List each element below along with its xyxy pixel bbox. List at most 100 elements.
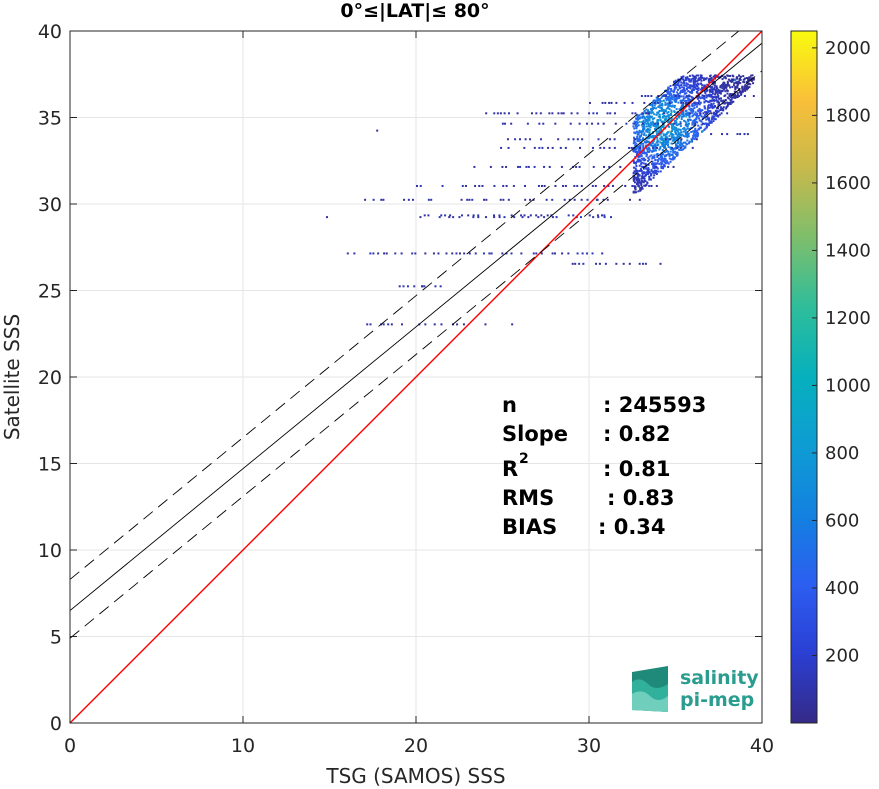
heatmap-cell [667,86,670,89]
chart-title: 0°≤|LAT|≤ 80° [340,0,489,22]
heatmap-cell [638,120,641,123]
heatmap-cell [747,82,750,85]
heatmap-cell [592,165,595,168]
heatmap-cell [646,173,649,176]
heatmap-cell [736,92,739,95]
heatmap-cell [458,216,461,219]
heatmap-cell [672,133,675,136]
heatmap-cell [628,146,631,149]
heatmap-cell [540,252,543,255]
heatmap-cell [727,78,730,81]
heatmap-cell [685,114,688,117]
heatmap-cell [657,170,660,173]
heatmap-cell [668,134,671,137]
heatmap-cell [697,74,700,77]
colorbar-tick-label: 600 [825,510,859,531]
stat-rms-label: RMS [502,486,554,510]
heatmap-cell [738,89,741,92]
heatmap-cell [686,83,689,86]
heatmap-cell [622,262,625,265]
heatmap-cell [697,124,700,127]
heatmap-cell [682,80,685,83]
heatmap-cell [638,147,641,150]
stat-n-label: n [502,393,517,417]
y-tick-label: 20 [38,367,62,389]
heatmap-cell [648,135,651,138]
heatmap-cell [684,89,687,92]
heatmap-cell [667,105,670,108]
heatmap-cell [642,162,645,165]
heatmap-cell [649,134,652,137]
heatmap-cell [680,139,683,142]
heatmap-cell [703,106,706,109]
heatmap-cell [692,80,695,83]
heatmap-cell [653,104,656,107]
heatmap-cell [685,99,688,102]
heatmap-cell [574,262,577,265]
heatmap-cell [726,80,729,83]
heatmap-cell [658,110,661,113]
heatmap-cell [663,144,666,147]
heatmap-cell [646,150,649,153]
heatmap-cell [711,89,714,92]
heatmap-cell [640,165,643,168]
heatmap-cell [682,134,685,137]
salinity-pi-mep-logo: salinity pi-mep [632,666,759,712]
heatmap-cell [670,117,673,120]
stat-rms-value: : 0.83 [607,486,675,510]
heatmap-cell [657,131,660,134]
heatmap-cell [670,96,673,99]
heatmap-cell [684,133,687,136]
heatmap-cell [398,285,401,288]
heatmap-cell [635,123,638,126]
heatmap-cell [383,252,386,255]
heatmap-cell [640,169,643,172]
heatmap-cell [689,99,692,102]
heatmap-cell [652,166,655,169]
heatmap-cell [688,74,691,77]
heatmap-cell [710,95,713,98]
heatmap-cell [647,144,650,147]
heatmap-cell [680,113,683,116]
heatmap-cell [564,146,567,149]
heatmap-cell [638,129,641,132]
heatmap-cell [703,96,706,99]
heatmap-cell [639,160,642,163]
heatmap-cell [586,198,589,201]
heatmap-cell [683,92,686,95]
heatmap-cell [580,198,583,201]
heatmap-cell [660,166,663,169]
heatmap-cell [657,118,660,121]
heatmap-cell [689,109,692,112]
heatmap-cell [705,77,708,80]
heatmap-cell [737,83,740,86]
heatmap-cell [668,121,671,124]
heatmap-cell [668,130,671,133]
heatmap-cell [641,177,644,180]
heatmap-cell [685,101,688,104]
heatmap-cell [711,86,714,89]
heatmap-cell [667,111,670,114]
heatmap-cell [750,79,753,82]
heatmap-cell [640,113,643,116]
heatmap-cell [682,113,685,116]
heatmap-cell [668,125,671,128]
heatmap-cell [634,144,637,147]
heatmap-cell [657,111,660,114]
heatmap-cell [606,198,609,201]
heatmap-cell [679,146,682,149]
heatmap-cell [511,323,514,326]
heatmap-cell [634,167,637,170]
heatmap-cell [638,181,641,184]
heatmap-cell [685,142,688,145]
heatmap-cell [655,172,658,175]
heatmap-cell [635,150,638,153]
heatmap-cell [691,97,694,100]
heatmap-cell [698,128,701,131]
heatmap-cell [686,139,689,142]
heatmap-cell [451,252,454,255]
heatmap-cell [679,133,682,136]
heatmap-cell [613,112,616,115]
heatmap-cell [688,140,691,143]
heatmap-cell [721,87,724,90]
